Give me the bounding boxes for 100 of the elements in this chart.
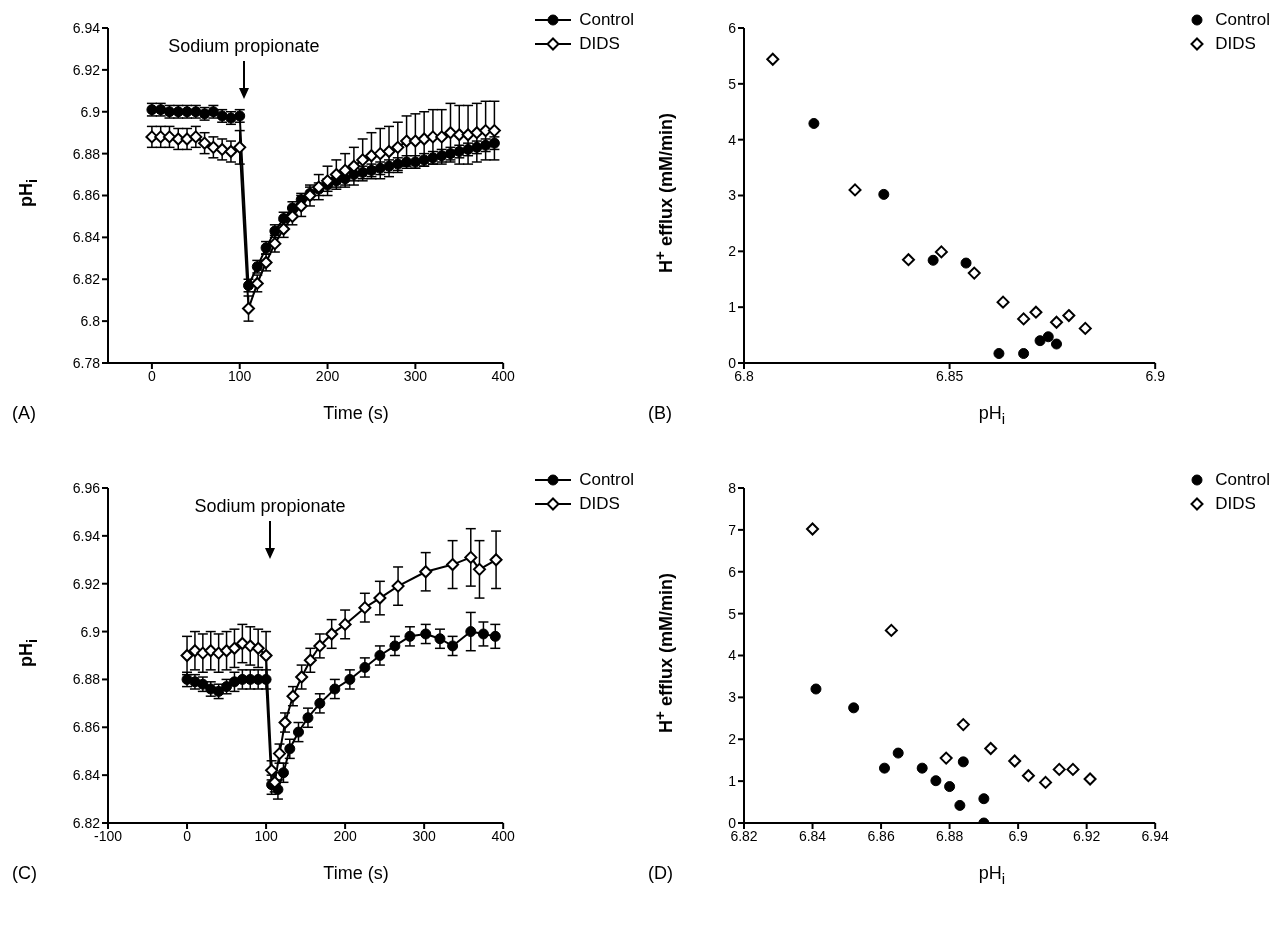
point	[472, 562, 486, 576]
point	[848, 183, 862, 197]
point	[188, 644, 202, 658]
y-tick-label: 4	[728, 131, 737, 148]
x-tick-label: 400	[491, 367, 516, 384]
point	[967, 266, 981, 280]
y-tick-label: 5	[728, 605, 737, 622]
point	[1029, 305, 1043, 319]
point	[338, 617, 352, 631]
point	[286, 689, 300, 703]
legend-label: Control	[1215, 10, 1270, 30]
point	[435, 130, 449, 144]
point	[154, 130, 168, 144]
point	[1066, 762, 1080, 776]
y-tick-label: 6.92	[72, 61, 101, 78]
y-tick-label: 6.78	[72, 354, 101, 371]
y-tick-label: 2	[728, 731, 737, 748]
point	[1042, 331, 1054, 343]
x-tick-label: 100	[228, 367, 252, 384]
point	[978, 793, 990, 805]
y-tick-label: 6.92	[72, 575, 101, 592]
y-tick-label: 6	[728, 19, 737, 36]
y-tick-label: 6.96	[72, 479, 101, 496]
point	[278, 716, 292, 729]
legend-label: DIDS	[579, 494, 620, 514]
point	[404, 630, 416, 642]
point	[1021, 769, 1035, 783]
point	[1052, 762, 1066, 776]
x-tick-label: 200	[333, 827, 358, 844]
point	[1034, 335, 1046, 347]
point	[295, 670, 309, 684]
x-tick-label: 6.88	[935, 827, 964, 844]
point	[808, 117, 820, 129]
x-tick-label: 6.9	[1145, 367, 1166, 384]
point	[878, 188, 890, 200]
x-axis-title: pH$_{i}$	[977, 403, 1007, 427]
point	[1017, 312, 1031, 326]
y-tick-label: 6.86	[72, 187, 101, 204]
y-tick-label: 6.88	[72, 145, 101, 162]
point	[162, 130, 176, 144]
x-tick-label: 0	[183, 827, 192, 844]
point	[434, 633, 446, 645]
point	[1039, 775, 1053, 789]
text: (B)	[648, 403, 672, 424]
point	[391, 579, 405, 593]
x-tick-label: 100	[254, 827, 278, 844]
y-tick-label: 0	[728, 814, 737, 831]
point	[1078, 321, 1092, 335]
point	[996, 295, 1010, 309]
x-tick-label: 400	[491, 827, 516, 844]
point	[292, 726, 304, 738]
y-tick-label: 6.94	[72, 19, 101, 36]
point	[916, 762, 928, 774]
point	[892, 747, 904, 759]
point	[1062, 309, 1076, 323]
point	[224, 145, 238, 159]
point	[277, 767, 289, 779]
y-tick-label: 3	[728, 187, 737, 204]
point	[420, 628, 432, 640]
point	[464, 550, 478, 564]
point	[446, 558, 460, 572]
point	[1018, 348, 1030, 360]
point	[984, 741, 998, 755]
x-axis-title: Time (s)	[322, 403, 390, 424]
point	[325, 627, 339, 641]
point	[1083, 772, 1097, 786]
x-tick-label: 6.84	[798, 827, 827, 844]
text: (D)	[648, 863, 673, 884]
point	[374, 650, 386, 661]
point	[927, 254, 939, 266]
legend-label: Control	[1215, 470, 1270, 490]
point	[344, 673, 356, 685]
y-tick-label: 6.94	[72, 527, 101, 544]
legend-label: DIDS	[579, 34, 620, 54]
y-tick-label: 6	[728, 563, 737, 580]
point	[215, 142, 229, 156]
x-axis-title: pH$_{i}$	[977, 863, 1007, 887]
point	[957, 756, 969, 768]
point	[944, 781, 956, 793]
point	[302, 712, 314, 724]
point	[358, 601, 372, 615]
point	[408, 134, 422, 148]
y-tick-label: 0	[728, 354, 737, 371]
point	[848, 702, 860, 714]
point	[198, 136, 212, 150]
y-tick-label: 6.9	[80, 103, 101, 120]
legend-label: Control	[579, 470, 634, 490]
x-tick-label: 0	[148, 367, 157, 384]
text: (C)	[12, 863, 37, 884]
point	[465, 626, 477, 638]
point	[391, 140, 405, 154]
point	[417, 132, 431, 146]
point	[939, 751, 953, 765]
legend-label: DIDS	[1215, 494, 1256, 514]
y-tick-label: 6.86	[72, 719, 101, 736]
legend-label: Control	[579, 10, 634, 30]
x-tick-label: 6.86	[867, 827, 895, 844]
point	[233, 140, 247, 154]
y-tick-label: 3	[728, 689, 737, 706]
point	[884, 623, 898, 637]
